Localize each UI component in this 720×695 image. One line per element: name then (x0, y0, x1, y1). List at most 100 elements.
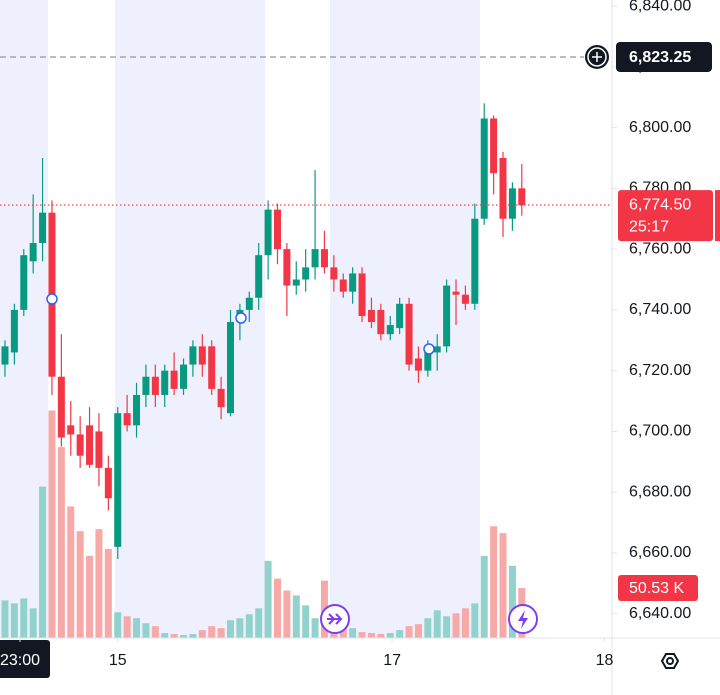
volume-bar (443, 616, 451, 638)
candle-body (245, 297, 253, 310)
candle-body (480, 118, 488, 219)
volume-bar (405, 626, 413, 638)
event-marker[interactable] (235, 312, 247, 324)
time-axis-panel (0, 638, 612, 695)
price-lines (0, 56, 612, 206)
volume-bar (255, 608, 263, 638)
y-tick-label: 6,740.00 (629, 301, 691, 318)
volume-bar (1, 600, 9, 638)
candle-body (264, 209, 272, 256)
volume-bar (10, 603, 18, 638)
x-tick-label: 15 (109, 652, 127, 669)
candle-body (86, 425, 94, 465)
volume-bar (114, 612, 122, 638)
candle-body (180, 364, 188, 389)
candle-body (396, 303, 404, 329)
y-tick-label: 6,800.00 (629, 119, 691, 136)
candle-body (386, 325, 394, 335)
volume-bar (396, 630, 404, 638)
candle-body (508, 188, 516, 219)
axis-cover (616, 640, 656, 680)
volume-bar (198, 630, 206, 638)
candle-body (471, 218, 479, 304)
volume-bar (414, 624, 422, 638)
candle-body (499, 157, 507, 219)
candle-body (490, 118, 498, 174)
volume-bar (76, 531, 84, 638)
event-marker[interactable] (423, 343, 435, 355)
volume-bar (245, 614, 253, 638)
y-tick-label: 6,720.00 (629, 362, 691, 379)
y-tick-label: 6,660.00 (629, 544, 691, 561)
candle-body (302, 267, 310, 280)
candle-body (443, 285, 451, 347)
x-tick-label: 17 (383, 652, 401, 669)
last-price-label: 6,774.50 (629, 196, 691, 213)
crosshair-price-label: 6,823.25 (629, 49, 691, 66)
candle-body (405, 303, 413, 365)
candle-body (339, 279, 347, 292)
volume-bar (452, 613, 460, 638)
crosshair-price-box (616, 41, 712, 72)
volume-bar (20, 598, 28, 638)
volume-bar (123, 616, 131, 638)
volume-layer (1, 410, 526, 638)
candle-layer (1, 103, 526, 560)
candle-body (67, 425, 75, 435)
volume-bar (189, 634, 197, 638)
volume-bar (57, 447, 65, 638)
volume-bar (311, 618, 319, 638)
settings-button[interactable] (660, 653, 680, 669)
volume-bar (358, 632, 366, 638)
candle-body (10, 309, 18, 353)
candle-body (433, 346, 441, 353)
volume-bar (133, 618, 141, 638)
candle-body (283, 249, 291, 286)
session-band (330, 0, 480, 638)
candle-body (39, 212, 47, 244)
volume-label-box (618, 575, 698, 602)
add-alert-button[interactable] (585, 44, 609, 69)
y-tick-label: 6,680.00 (629, 483, 691, 500)
y-tick-label: 6,760.00 (629, 240, 691, 257)
volume-bar (151, 626, 159, 638)
candle-body (255, 255, 263, 298)
volume-bar (490, 526, 498, 638)
volume-bar (264, 560, 272, 638)
volume-bar (424, 618, 432, 638)
candle-body (377, 309, 385, 335)
volume-bar (170, 634, 178, 638)
candle-body (217, 388, 225, 408)
flash-icon[interactable] (508, 604, 538, 634)
candle-body (414, 358, 422, 371)
candle-body (189, 346, 197, 365)
volume-bar (226, 620, 234, 638)
candle-body (320, 249, 328, 268)
volume-bar (349, 628, 357, 638)
volume-bar (302, 605, 310, 638)
volume-bar (104, 548, 112, 638)
volume-bar (480, 555, 488, 638)
volume-bar (508, 565, 516, 638)
volume-bar (386, 633, 394, 638)
candle-body (170, 370, 178, 389)
candle-body (452, 291, 460, 295)
event-markers (46, 293, 538, 634)
session-icon[interactable] (320, 604, 350, 634)
x-tick-label: 23:00 (0, 652, 40, 669)
volume-bar (208, 626, 216, 638)
y-tick-label: 6,840.00 (629, 0, 691, 14)
volume-bar (48, 410, 56, 638)
candle-body (114, 413, 122, 547)
volume-bar (142, 623, 150, 638)
candle-body (29, 243, 37, 262)
candle-body (424, 346, 432, 371)
candle-body (151, 376, 159, 395)
event-marker[interactable] (46, 293, 58, 305)
candle-body (161, 370, 169, 395)
y-tick-label: 6,700.00 (629, 423, 691, 440)
candle-body (273, 209, 281, 250)
y-tick-label: 6,640.00 (629, 605, 691, 622)
add-alert-plus (592, 51, 602, 62)
volume-bar (273, 578, 281, 638)
